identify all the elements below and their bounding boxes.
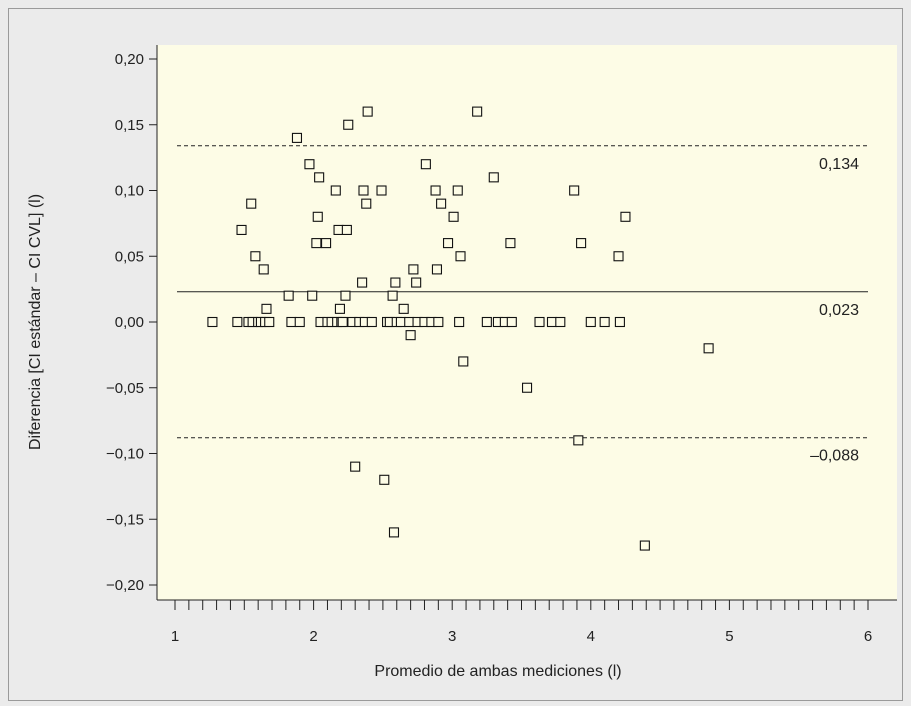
data-point	[357, 277, 368, 288]
data-point	[521, 382, 533, 393]
data-point	[433, 316, 444, 328]
data-point	[585, 316, 596, 328]
data-point	[472, 106, 483, 117]
data-point	[321, 238, 332, 249]
data-point	[395, 316, 406, 328]
data-point	[387, 290, 398, 301]
data-point	[334, 303, 345, 314]
data-point	[264, 316, 275, 328]
data-point	[620, 211, 631, 222]
data-point	[448, 211, 459, 222]
data-point	[314, 172, 325, 183]
x-tick-label: 6	[864, 628, 872, 645]
data-point	[207, 316, 218, 328]
data-point	[455, 251, 466, 262]
data-point	[307, 290, 318, 301]
reference-lines: 0,134 0,023 –0,088	[177, 145, 868, 465]
x-tick-label: 2	[309, 628, 317, 645]
data-point	[379, 474, 390, 485]
data-point	[569, 185, 580, 196]
data-point	[420, 159, 431, 170]
data-point	[261, 303, 272, 314]
data-point	[343, 119, 354, 130]
data-point	[388, 527, 400, 538]
data-point	[454, 316, 465, 328]
data-point	[337, 316, 348, 328]
reference-line-label: –0,088	[810, 448, 859, 465]
data-point	[458, 356, 469, 367]
data-point	[555, 316, 566, 328]
data-point	[232, 316, 243, 328]
data-point	[546, 316, 558, 328]
x-axis-ticks: 1 2 3 4 5 6	[171, 600, 872, 645]
data-point	[286, 316, 297, 328]
data-point	[430, 185, 441, 196]
y-tick-label: 0,10	[115, 183, 144, 200]
reference-line-label: 0,023	[819, 302, 859, 319]
data-points	[207, 106, 714, 551]
data-point	[311, 238, 322, 249]
data-point	[362, 106, 373, 117]
y-axis-label: Diferencia [CI estándar – CI CVL] (l)	[27, 194, 44, 450]
y-tick-label: −0,15	[106, 511, 144, 528]
data-point	[436, 198, 447, 209]
data-point	[330, 185, 341, 196]
x-axis-label: Promedio de ambas mediciones (l)	[374, 663, 621, 680]
x-tick-label: 3	[448, 628, 456, 645]
data-point	[411, 277, 422, 288]
data-point	[236, 224, 247, 235]
data-point	[250, 251, 261, 262]
data-point	[246, 198, 257, 209]
y-axis-ticks: −0,20 −0,15 −0,10 −0,05 0,00 0,05 0,10 0,15 0,20	[106, 51, 157, 594]
data-point	[291, 132, 303, 143]
data-point	[358, 185, 369, 196]
reference-line-label: 0,134	[819, 156, 859, 173]
data-point	[405, 330, 416, 341]
plot-area	[157, 45, 897, 600]
y-tick-label: 0,20	[115, 51, 144, 68]
data-point	[442, 238, 454, 249]
data-point	[614, 316, 625, 328]
y-tick-label: 0,00	[115, 314, 144, 331]
data-point	[599, 316, 610, 328]
data-point	[390, 277, 401, 288]
data-point	[361, 198, 372, 209]
data-point	[341, 224, 352, 235]
y-tick-label: −0,10	[106, 446, 144, 463]
data-point	[506, 316, 517, 328]
data-point	[408, 264, 419, 275]
data-point	[703, 343, 714, 354]
y-tick-label: −0,20	[106, 577, 144, 594]
data-point	[283, 290, 294, 301]
data-point	[573, 435, 584, 446]
data-point	[639, 540, 650, 551]
data-point	[333, 224, 344, 235]
data-point	[481, 316, 492, 328]
data-point	[304, 159, 315, 170]
data-point	[431, 264, 443, 275]
y-tick-label: 0,05	[115, 248, 144, 265]
data-point	[258, 264, 269, 275]
data-point	[398, 303, 409, 314]
data-point	[505, 238, 516, 249]
data-point	[452, 185, 463, 196]
data-point	[340, 290, 351, 301]
data-point	[613, 251, 624, 262]
data-point	[576, 238, 587, 249]
data-point	[350, 461, 361, 472]
x-tick-label: 4	[587, 628, 595, 645]
data-point	[404, 316, 415, 328]
y-tick-label: 0,15	[115, 117, 144, 134]
data-point	[312, 211, 323, 222]
data-point	[376, 185, 387, 196]
data-point	[366, 316, 377, 328]
y-tick-label: −0,05	[106, 380, 144, 397]
x-tick-label: 5	[725, 628, 733, 645]
data-point	[488, 172, 499, 183]
data-point	[534, 316, 545, 328]
x-tick-label: 1	[171, 628, 179, 645]
data-point	[294, 316, 305, 328]
